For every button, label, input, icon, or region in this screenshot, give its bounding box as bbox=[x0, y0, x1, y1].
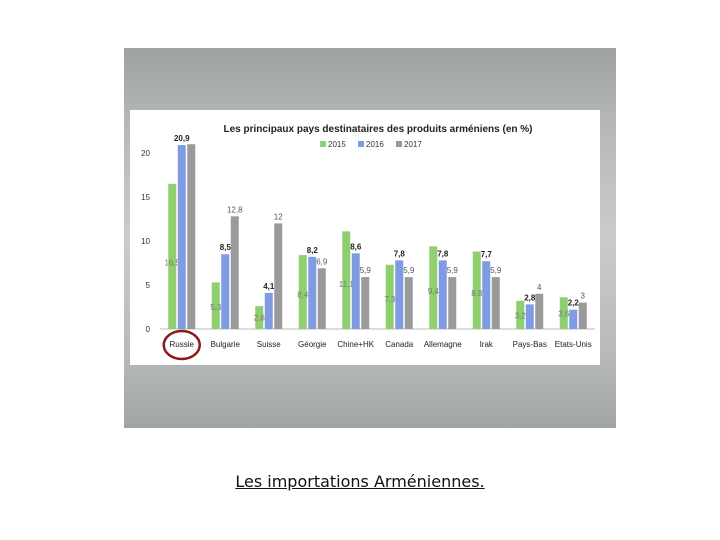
data-label: 6,9 bbox=[316, 257, 328, 266]
bar-2016-3 bbox=[308, 256, 317, 329]
bar-2017-9 bbox=[578, 302, 587, 329]
chart-panel: Les principaux pays destinataires des pr… bbox=[130, 110, 600, 365]
data-label: 5,3 bbox=[210, 303, 222, 312]
highlight-circle bbox=[162, 329, 201, 361]
bar-2017-4 bbox=[361, 277, 370, 329]
data-label: 7,3 bbox=[384, 295, 396, 304]
bar-2015-4 bbox=[342, 231, 351, 329]
data-label: 5,9 bbox=[490, 266, 502, 275]
x-tick-label: Géorgie bbox=[298, 340, 327, 349]
data-label: 12,8 bbox=[227, 205, 243, 214]
x-tick-label: Russie bbox=[170, 340, 195, 349]
data-label: 7,8 bbox=[394, 249, 406, 258]
bar-2015-6 bbox=[429, 246, 438, 329]
x-tick-label: Irak bbox=[480, 340, 494, 349]
data-label: 8,5 bbox=[220, 243, 232, 252]
y-tick-label: 15 bbox=[141, 193, 150, 202]
data-label: 11,1 bbox=[339, 280, 355, 289]
data-label: 7,8 bbox=[437, 249, 449, 258]
bar-2015-2 bbox=[255, 306, 264, 329]
data-label: 3 bbox=[581, 292, 586, 301]
data-label: 4,1 bbox=[263, 282, 275, 291]
bar-2017-7 bbox=[491, 277, 500, 329]
y-tick-label: 5 bbox=[146, 281, 151, 290]
bar-2017-5 bbox=[404, 277, 413, 329]
bar-2017-1 bbox=[230, 216, 239, 329]
data-label: 16,5 bbox=[164, 259, 180, 268]
data-label: 2,6 bbox=[254, 314, 266, 323]
bar-2016-6 bbox=[438, 260, 447, 329]
x-tick-label: Chine+HK bbox=[337, 340, 374, 349]
chart-title: Les principaux pays destinataires des pr… bbox=[224, 124, 533, 135]
bar-chart: Les principaux pays destinataires des pr… bbox=[141, 124, 595, 361]
x-tick-label: Canada bbox=[385, 340, 414, 349]
bar-2016-0 bbox=[177, 145, 186, 329]
data-label: 2,2 bbox=[568, 299, 580, 308]
legend-label-2016: 2016 bbox=[366, 140, 384, 149]
data-label: 4 bbox=[537, 283, 542, 292]
legend-swatch-2015 bbox=[320, 141, 326, 147]
x-tick-label: Suisse bbox=[257, 340, 282, 349]
data-label: 5,9 bbox=[447, 266, 459, 275]
bar-2016-2 bbox=[264, 292, 273, 329]
x-tick-label: Etats-Unis bbox=[555, 340, 592, 349]
legend-swatch-2017 bbox=[396, 141, 402, 147]
bar-2017-3 bbox=[317, 268, 326, 329]
bar-2016-5 bbox=[395, 260, 404, 329]
y-tick-label: 20 bbox=[141, 149, 150, 158]
x-tick-label: Pays-Bas bbox=[513, 340, 547, 349]
y-tick-label: 10 bbox=[141, 237, 150, 246]
data-label: 12 bbox=[274, 212, 283, 221]
bar-2015-0 bbox=[168, 183, 177, 329]
data-label: 20,9 bbox=[174, 134, 190, 143]
bar-2015-7 bbox=[472, 251, 481, 329]
data-label: 5,9 bbox=[403, 266, 415, 275]
data-label: 3,2 bbox=[515, 311, 527, 320]
legend-label-2017: 2017 bbox=[404, 140, 422, 149]
x-tick-label: Allemagne bbox=[424, 340, 462, 349]
bar-2015-5 bbox=[385, 264, 394, 329]
data-label: 2,8 bbox=[524, 293, 536, 302]
bar-2015-1 bbox=[211, 282, 220, 329]
data-label: 8,2 bbox=[307, 246, 319, 255]
bar-2015-9 bbox=[559, 297, 568, 329]
bar-2016-7 bbox=[482, 261, 491, 329]
bar-2016-8 bbox=[525, 304, 534, 329]
bar-2016-1 bbox=[221, 254, 230, 329]
data-label: 5,9 bbox=[360, 266, 372, 275]
legend-swatch-2016 bbox=[358, 141, 364, 147]
bar-2015-3 bbox=[298, 255, 307, 329]
data-label: 9,4 bbox=[428, 287, 440, 296]
bar-2016-9 bbox=[569, 309, 578, 329]
data-label: 7,7 bbox=[481, 250, 493, 259]
bar-2017-8 bbox=[535, 293, 544, 329]
x-tick-label: Bulgarie bbox=[211, 340, 241, 349]
bar-2017-6 bbox=[448, 277, 457, 329]
y-tick-label: 0 bbox=[146, 325, 151, 334]
data-label: 8,8 bbox=[471, 289, 483, 298]
bar-2016-4 bbox=[351, 253, 360, 329]
data-label: 3,6 bbox=[558, 310, 570, 319]
data-label: 8,6 bbox=[350, 242, 362, 251]
bar-2015-8 bbox=[516, 300, 525, 329]
bar-2017-0 bbox=[187, 144, 196, 329]
data-label: 8,4 bbox=[297, 291, 309, 300]
slide-caption: Les importations Arméniennes. bbox=[235, 472, 485, 491]
legend-label-2015: 2015 bbox=[328, 140, 346, 149]
bar-2017-2 bbox=[274, 223, 283, 329]
